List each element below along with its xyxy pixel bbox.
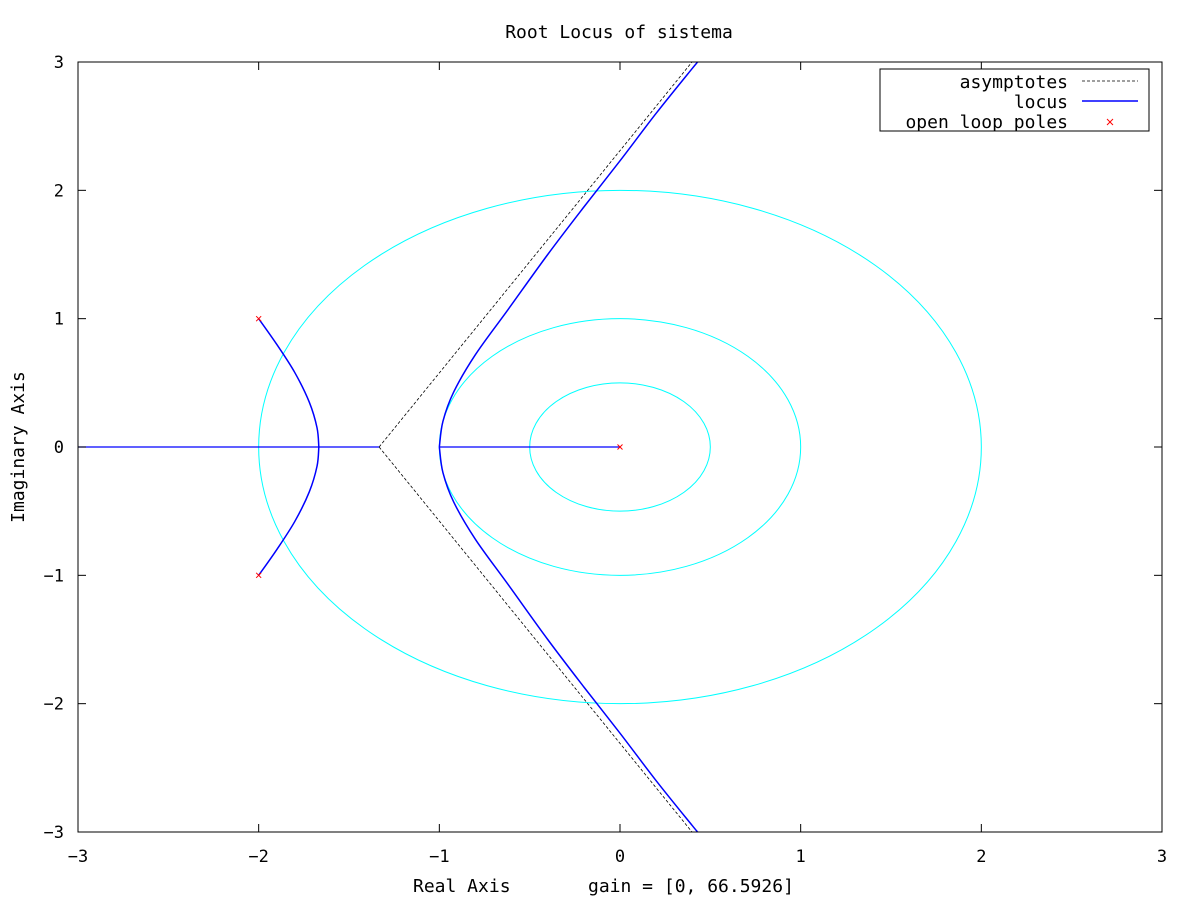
y-tick-label-1: −2 [44,695,64,715]
plot-frame [77,61,1163,833]
x-axis-label: Real Axis [413,876,511,897]
x-tick-label-0: −3 [68,847,88,867]
x-tick-label-1: −2 [248,847,268,867]
x-tick-label-4: 1 [796,847,806,867]
legend-label-locus: locus [1014,92,1068,113]
x-tick-label-2: −1 [429,847,449,867]
x-axis-gain-note: gain = [0, 66.5926] [588,876,794,897]
legend-label-asymptotes: asymptotes [960,72,1068,93]
y-tick-label-3: 0 [54,438,64,458]
locus-branch-lower-complex [438,446,699,832]
legend: asymptotes locus open loop poles [879,68,1150,133]
x-tick-label-3: 0 [615,847,625,867]
open-loop-pole-1 [255,315,262,322]
locus-branch-upper-pole-arc [258,318,320,448]
open-loop-pole-2 [255,572,262,579]
open-loop-pole-0 [617,444,623,450]
legend-label-open-loop-poles: open loop poles [905,112,1068,133]
y-tick-label-6: 3 [54,53,64,73]
y-tick-label-2: −1 [44,566,64,586]
grid-circle-1 [438,318,802,576]
x-tick-label-6: 3 [1157,847,1167,867]
legend-swatch-poles [1106,118,1114,126]
axis-ticks: −3 −2 −1 0 1 2 3 −3 −2 −1 0 1 2 3 [44,53,1168,867]
y-tick-label-5: 2 [54,181,64,201]
y-tick-label-4: 1 [54,310,64,330]
legend-box [879,68,1150,132]
x-tick-label-5: 2 [976,847,986,867]
y-tick-label-0: −3 [44,823,64,843]
y-axis-label: Imaginary Axis [8,371,29,523]
locus-branch-lower-pole-arc [258,446,320,576]
chart-title: Root Locus of sistema [505,22,733,43]
locus-branch-upper-complex [438,62,699,448]
